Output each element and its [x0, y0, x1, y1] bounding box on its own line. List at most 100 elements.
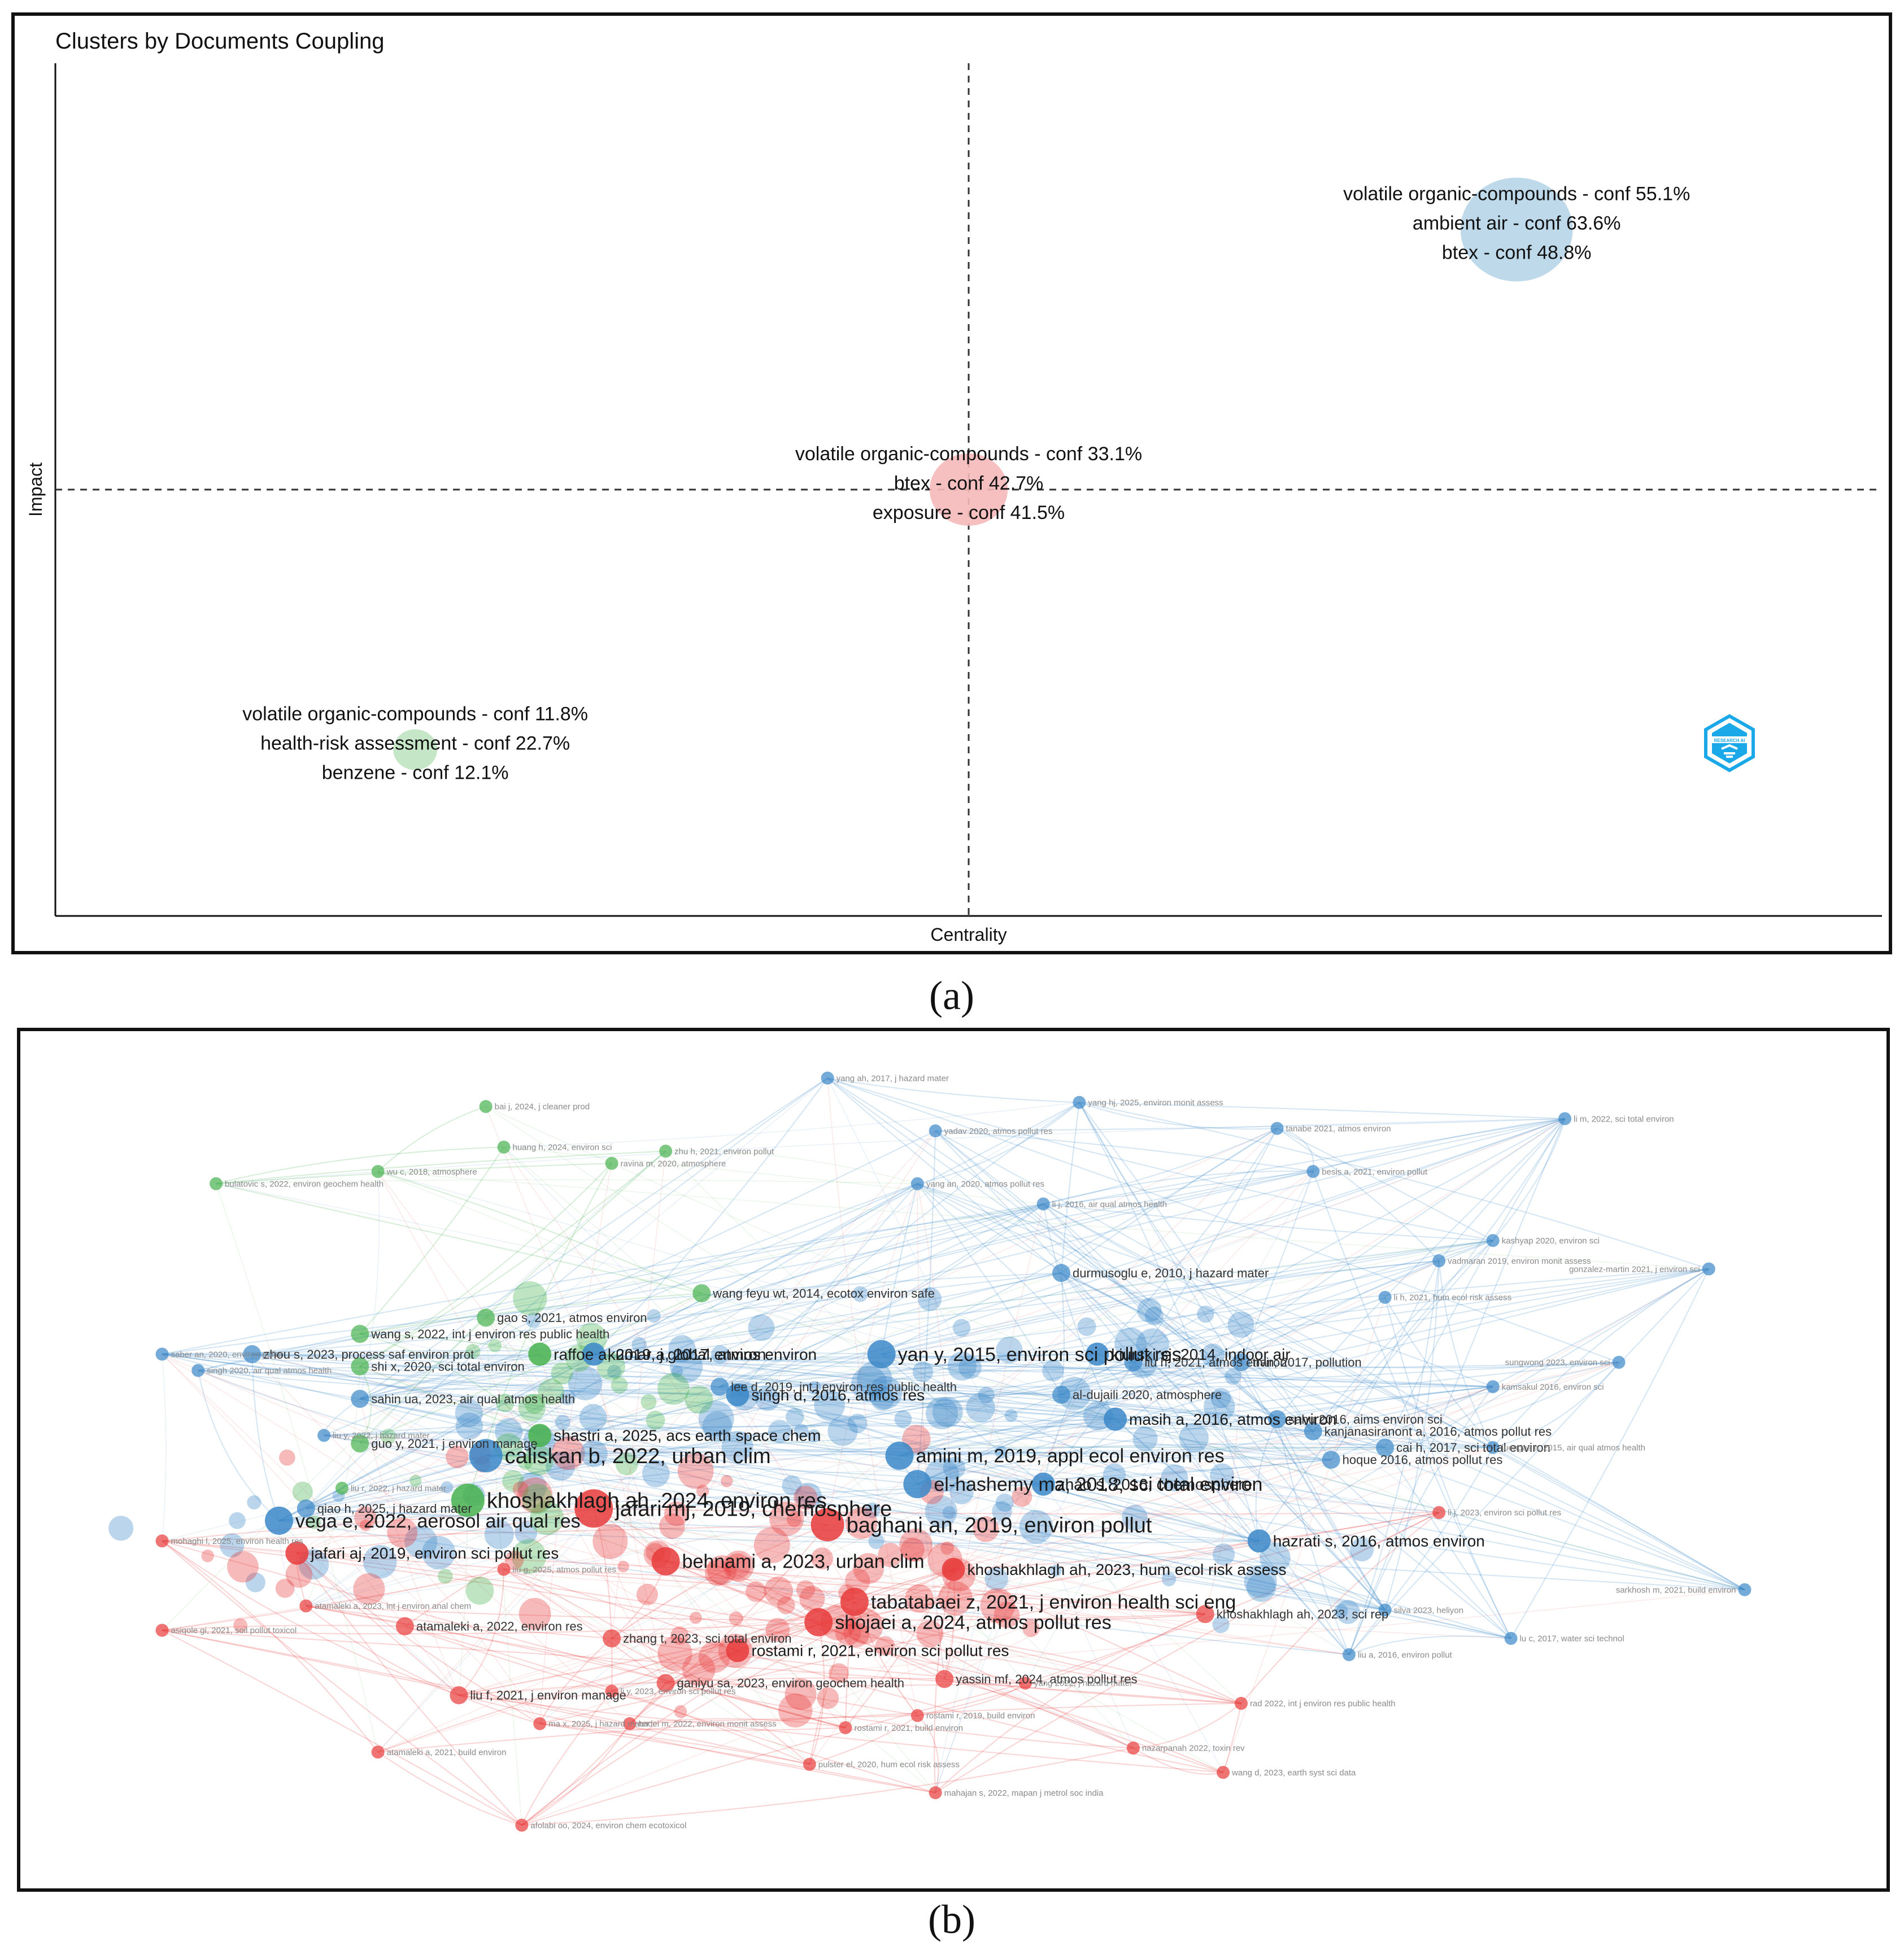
network-edge: [917, 1102, 1080, 1185]
network-node: [546, 1451, 576, 1481]
network-edge: [162, 1354, 167, 1541]
network-edge: [521, 1447, 1493, 1826]
network-edge: [1043, 1203, 1278, 1420]
node-label: khoshakhlagh ah, 2023, sci rep: [1217, 1607, 1389, 1621]
network-edge: [162, 1350, 882, 1355]
network-node: [523, 1445, 554, 1476]
network-edge: [162, 1354, 738, 1395]
network-node: [829, 1663, 849, 1683]
network-edge: [486, 1455, 1044, 1485]
network-edge: [1313, 1386, 1493, 1432]
network-edge: [593, 1171, 1313, 1355]
node-label: kiurski sj, 2014, indoor air: [1111, 1346, 1290, 1363]
network-edge: [737, 1203, 1044, 1395]
network-edge: [737, 1183, 918, 1395]
network-node: [574, 1489, 613, 1528]
network-node: [777, 1596, 795, 1614]
network-edge: [360, 1382, 720, 1400]
network-edge: [377, 1171, 1331, 1460]
network-edge: [378, 1171, 1709, 1269]
network-node: [689, 1612, 702, 1624]
node-label: wang feyu wt, 2014, ecotox environ safe: [712, 1286, 935, 1301]
network-edge: [1222, 1703, 1242, 1773]
network-node: [351, 1390, 369, 1408]
network-node: [1212, 1543, 1235, 1566]
network-edge: [611, 1541, 1260, 1692]
network-edge: [593, 1203, 1044, 1355]
network-edge: [1276, 1128, 1493, 1241]
network-edge: [827, 1077, 1134, 1748]
network-edge: [216, 1183, 1385, 1448]
network-edge: [1384, 1361, 1619, 1448]
node-label: ganiyu sa, 2023, environ geochem health: [677, 1676, 904, 1690]
network-edge: [162, 1540, 1205, 1615]
node-label: ravina m, 2020, atmosphere: [621, 1159, 726, 1168]
network-edge: [737, 1118, 1565, 1395]
network-labels: caliskan b, 2022, urban clim amini m, 201…: [171, 1073, 1736, 1830]
network-edge: [719, 1386, 1745, 1591]
cluster-label: volatile organic-compounds - conf 11.8%: [242, 704, 588, 725]
network-edge: [278, 1520, 1349, 1656]
network-edge: [297, 1552, 541, 1725]
network-node: [371, 1745, 385, 1759]
network-edge: [459, 1695, 1223, 1773]
network-edge: [359, 1183, 918, 1400]
network-edge: [1043, 1483, 1745, 1591]
network-edge: [665, 1682, 1134, 1749]
network-edge: [593, 1118, 1565, 1355]
network-edge: [1132, 1361, 1350, 1655]
node-label: yang 2022, j hazard mater: [1034, 1679, 1132, 1688]
network-node: [851, 1365, 887, 1402]
network-edge: [611, 1638, 1026, 1684]
network-edge: [611, 1151, 666, 1639]
network-edge: [845, 1569, 954, 1729]
network-edge: [917, 1459, 1331, 1485]
network-node: [513, 1281, 547, 1316]
network-node: [905, 1584, 934, 1613]
network-edge: [162, 1354, 900, 1456]
network-edge: [485, 1106, 1439, 1513]
network-edge: [252, 1354, 1493, 1387]
network-node: [1350, 1538, 1374, 1562]
node-label: khoshakhlagh ah, 2023, hum ecol risk ass…: [968, 1561, 1287, 1578]
network-node: [279, 1449, 295, 1466]
network-node: [515, 1521, 538, 1544]
node-label: li j, 2016, air qual atmos health: [1052, 1199, 1167, 1209]
network-edge: [665, 1569, 954, 1684]
network-node: [723, 1550, 755, 1582]
network-edge: [503, 1569, 738, 1651]
network-edge: [278, 1459, 1331, 1521]
network-edge: [665, 1150, 918, 1184]
network-edge: [377, 1106, 486, 1172]
network-edge: [324, 1434, 1331, 1460]
network-edge: [1276, 1128, 1440, 1262]
network-edge: [1079, 1102, 1314, 1432]
network-node: [912, 1361, 934, 1382]
network-edge: [1043, 1203, 1116, 1420]
network-node: [753, 1527, 790, 1564]
network-node: [1036, 1197, 1050, 1211]
network-node: [807, 1381, 822, 1395]
network-edge: [1205, 1362, 1242, 1614]
network-node: [1244, 1565, 1277, 1598]
network-node: [796, 1580, 816, 1599]
network-edge: [278, 1419, 1116, 1521]
network-edge: [306, 1077, 828, 1509]
network-node: [450, 1686, 468, 1705]
node-label: sungwong 2023, environ sci: [1505, 1358, 1610, 1368]
network-node: [1086, 1342, 1109, 1366]
network-node: [1019, 1509, 1053, 1544]
network-edge: [162, 1508, 594, 1542]
network-edge: [665, 1682, 1026, 1686]
network-edge: [198, 1118, 1565, 1371]
node-label: lu c, 2017, water sci technol: [1520, 1634, 1624, 1644]
network-edge: [377, 1171, 702, 1294]
network-edge: [252, 1118, 1565, 1355]
network-edge: [917, 1613, 1206, 1716]
node-label: gonzalez-martin 2021, j environ sci: [1569, 1264, 1700, 1274]
network-edge: [1043, 1203, 1385, 1611]
network-node: [495, 1418, 523, 1446]
network-node: [899, 1528, 933, 1562]
network-node: [522, 1483, 552, 1514]
network-edge: [539, 1361, 1619, 1725]
